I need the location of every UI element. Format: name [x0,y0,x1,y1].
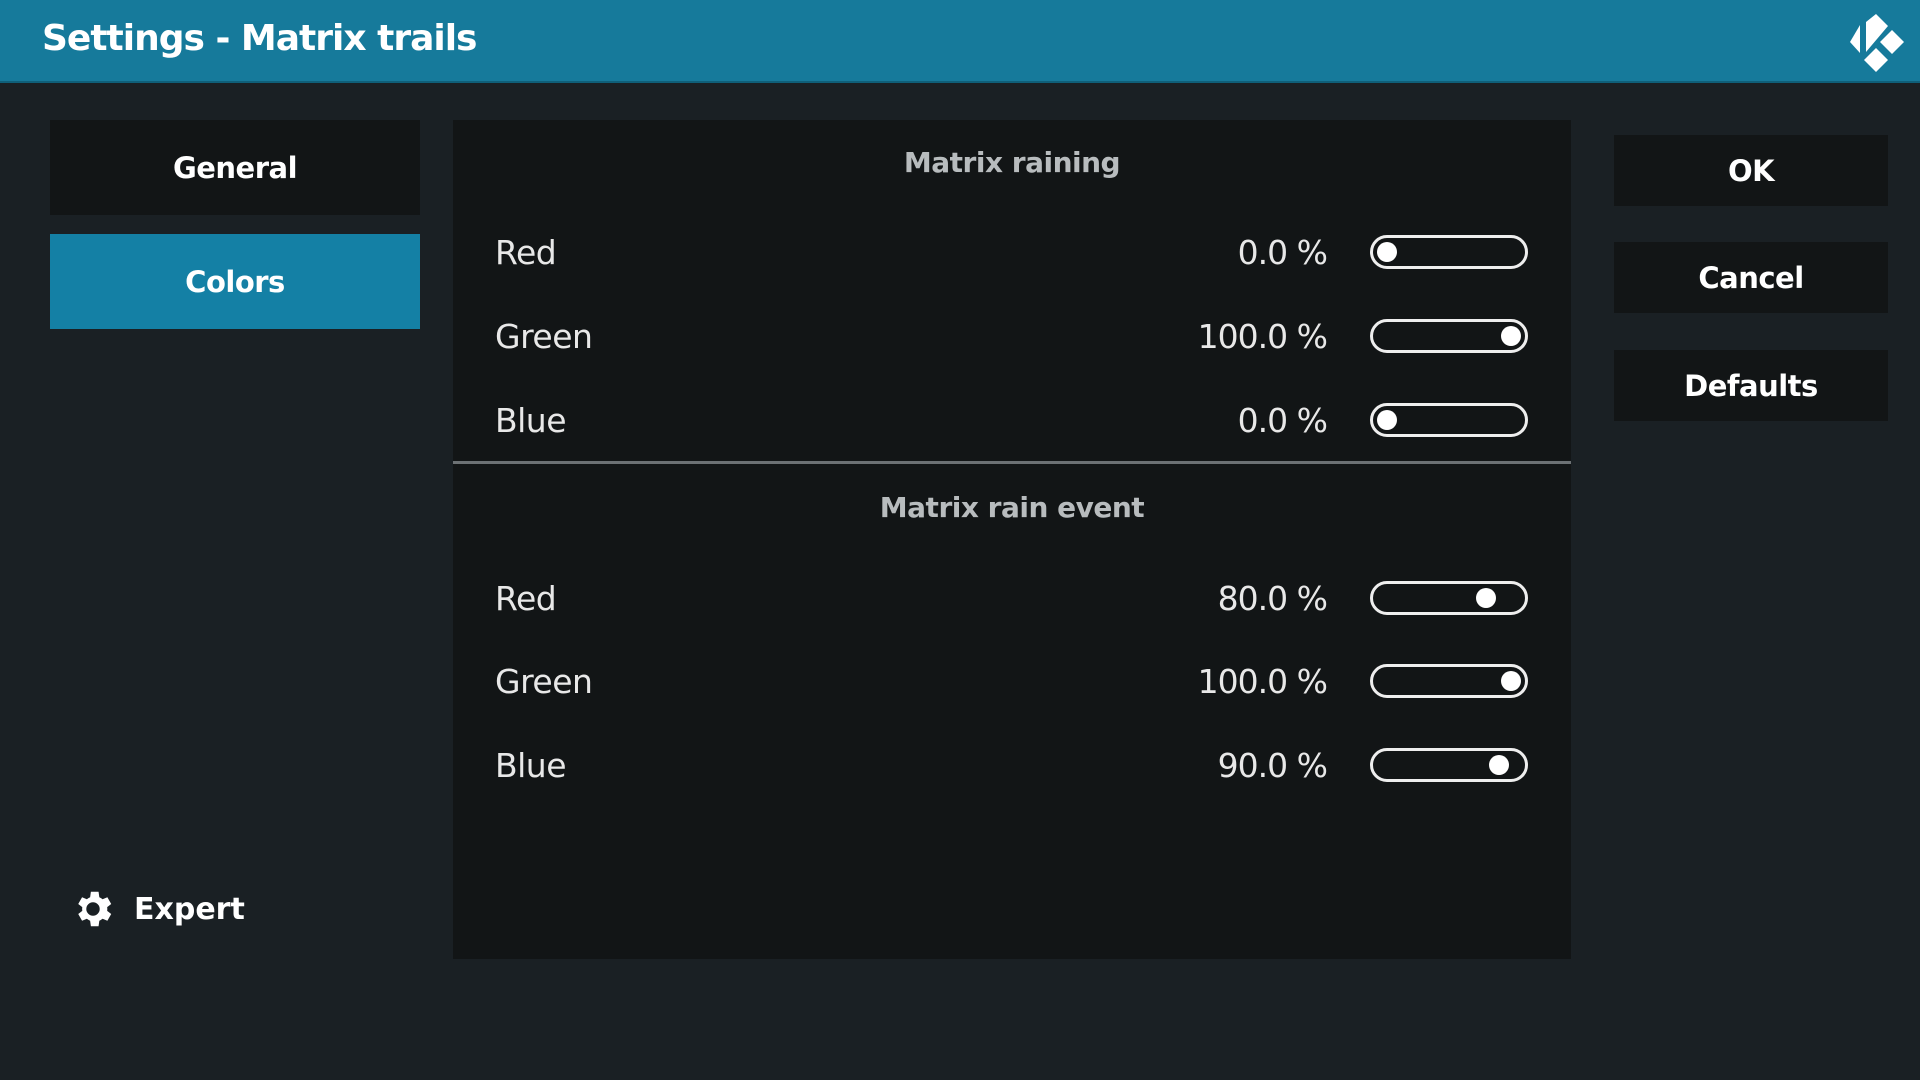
slider-knob[interactable] [1377,242,1397,262]
setting-row-green[interactable]: Green 100.0 % [453,646,1571,716]
setting-value: 90.0 % [1217,746,1328,785]
slider[interactable] [1370,664,1528,698]
kodi-logo-icon [1850,14,1904,72]
slider[interactable] [1370,319,1528,353]
setting-label: Blue [495,746,567,785]
section-title: Matrix raining [903,146,1121,179]
setting-value: 0.0 % [1237,233,1328,272]
slider[interactable] [1370,581,1528,615]
page-title: Settings - Matrix trails [42,18,477,59]
slider-knob[interactable] [1501,326,1521,346]
setting-value: 100.0 % [1197,317,1328,356]
setting-row-red[interactable]: Red 80.0 % [453,563,1571,633]
slider-knob[interactable] [1377,410,1397,430]
slider-knob[interactable] [1488,755,1509,775]
nav-colors[interactable]: Colors [50,234,420,329]
setting-row-red[interactable]: Red 0.0 % [453,217,1571,287]
slider-knob[interactable] [1476,588,1497,608]
setting-label: Red [495,579,557,618]
expert-toggle[interactable]: Expert [70,886,245,932]
setting-label: Blue [495,401,567,440]
section-divider [453,461,1571,464]
settings-panel: Matrix raining Red 0.0 % Green 100.0 % Blu… [453,120,1571,959]
setting-label: Red [495,233,557,272]
setting-value: 0.0 % [1237,401,1328,440]
setting-row-blue[interactable]: Blue 0.0 % [453,385,1571,455]
expert-label: Expert [134,891,245,927]
setting-row-blue[interactable]: Blue 90.0 % [453,730,1571,800]
ok-button[interactable]: OK [1614,135,1888,206]
section-title: Matrix rain event [879,491,1145,524]
nav-label: Colors [185,264,285,299]
setting-row-green[interactable]: Green 100.0 % [453,301,1571,371]
setting-label: Green [495,317,593,356]
cancel-button[interactable]: Cancel [1614,242,1888,313]
header-bar: Settings - Matrix trails [0,0,1920,83]
nav-label: General [172,150,298,185]
defaults-button[interactable]: Defaults [1614,350,1888,421]
setting-value: 100.0 % [1197,662,1328,701]
slider[interactable] [1370,748,1528,782]
slider-knob[interactable] [1501,671,1521,691]
nav-general[interactable]: General [50,120,420,215]
slider[interactable] [1370,403,1528,437]
slider[interactable] [1370,235,1528,269]
setting-label: Green [495,662,593,701]
gear-icon [78,891,112,927]
setting-value: 80.0 % [1217,579,1328,618]
